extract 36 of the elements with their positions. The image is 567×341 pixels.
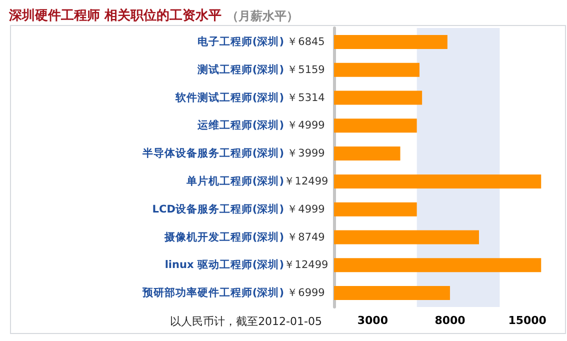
- bar: [334, 62, 420, 77]
- y-tick-label: 半导体设备服务工程师(深圳): [141, 146, 284, 160]
- bar: [334, 258, 542, 272]
- bar: [334, 146, 400, 161]
- bar: [334, 118, 417, 133]
- bar: [334, 230, 479, 244]
- data-label: ￥6845: [287, 36, 325, 48]
- bar: [334, 90, 422, 105]
- y-tick-label: LCD设备服务工程师(深圳): [152, 202, 284, 216]
- data-label: ￥6999: [287, 287, 325, 300]
- text: 以人民币计，截至2012-01-05: [170, 315, 322, 328]
- text: 15000: [508, 314, 547, 327]
- data-label: ￥12499: [284, 175, 328, 188]
- text: 8000: [434, 314, 466, 327]
- y-tick-label: 电子工程师(深圳): [197, 34, 284, 48]
- data-label: ￥12499: [284, 259, 328, 272]
- data-label: ￥4999: [287, 203, 325, 216]
- y-tick-label: 单片机工程师(深圳): [185, 174, 284, 188]
- data-label: ￥4999: [287, 120, 325, 132]
- y-tick-label: linux 驱动工程师(深圳): [164, 258, 284, 272]
- y-tick-label: 运维工程师(深圳): [196, 118, 284, 132]
- chart-subtitle: （月薪水平）: [226, 9, 299, 23]
- data-label: ￥5314: [287, 92, 326, 104]
- bar: [334, 202, 417, 216]
- data-label: ￥5159: [287, 64, 325, 76]
- bar: [334, 174, 542, 188]
- data-label: ￥8749: [287, 231, 325, 244]
- bar: [334, 286, 450, 300]
- bar: [334, 34, 448, 49]
- y-tick-label: 摄像机开发工程师(深圳): [163, 230, 284, 244]
- y-tick-label: 预研部功率硬件工程师(深圳): [141, 286, 284, 300]
- text: 深圳硬件工程师 相关职位的工资水平: [8, 8, 222, 24]
- y-tick-label: 测试工程师(深圳): [196, 62, 284, 76]
- data-label: ￥3999: [287, 148, 325, 160]
- text: 3000: [357, 314, 388, 327]
- y-tick-label: 软件测试工程师(深圳): [174, 90, 284, 104]
